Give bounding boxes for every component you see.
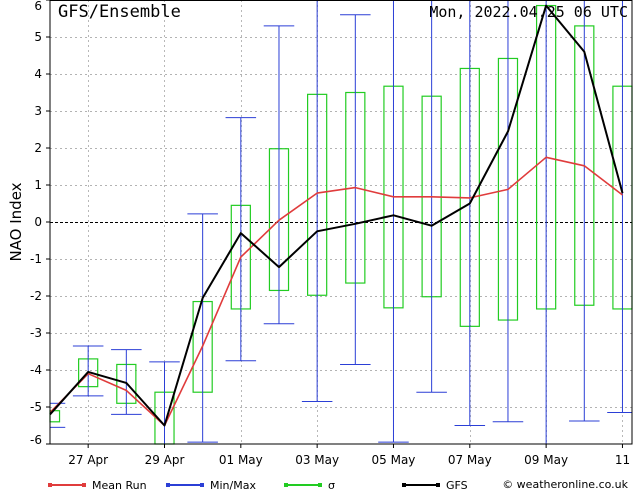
x-tick-label: 29 Apr [145, 453, 185, 467]
credit-text: © weatheronline.co.uk [502, 478, 628, 490]
x-tick-label: 09 May [524, 453, 568, 467]
series-line-gfs [49, 4, 624, 427]
legend-marker-gfs [402, 483, 406, 487]
chart-title: GFS/Ensemble [58, 2, 181, 22]
y-tick-label: 0 [34, 215, 42, 229]
y-tick-label: 5 [34, 30, 42, 44]
x-tick-label: 11 [615, 453, 630, 467]
x-tick-label: 27 Apr [68, 453, 108, 467]
series-line-mean [49, 156, 623, 427]
y-tick-label: -3 [30, 326, 42, 340]
y-tick-label: 2 [34, 141, 42, 155]
x-tick-label: 05 May [372, 453, 416, 467]
legend-marker-sigma [318, 483, 322, 487]
legend: Mean Run Min/Max σ GFS [48, 479, 468, 490]
legend-marker-gfs [436, 483, 440, 487]
y-tick-label: -5 [30, 400, 42, 414]
y-tick-label: 4 [34, 67, 42, 81]
minmax-bar-layer [49, 0, 632, 445]
y-tick-label: 3 [34, 104, 42, 118]
legend-label-gfs: GFS [446, 479, 468, 490]
y-tick-label: 6 [34, 0, 42, 13]
y-tick-label: -2 [30, 289, 42, 303]
run-timestamp: Mon, 2022.04.25 06 UTC [429, 3, 628, 21]
legend-marker-mean [48, 483, 52, 487]
axis-layer: -6 -5 -4 -3 -2 -1 0 1 2 3 4 5 6 27 Apr 29 Apr 01 May 03 … [30, 0, 630, 467]
series-line-layer [49, 4, 624, 427]
x-tick-label: 03 May [295, 453, 339, 467]
y-tick-label: 1 [34, 178, 42, 192]
x-tick-label: 07 May [448, 453, 492, 467]
y-tick-label: -1 [30, 252, 42, 266]
y-tick-label: -6 [30, 433, 42, 447]
legend-marker-sigma [284, 483, 288, 487]
legend-label-mean: Mean Run [92, 479, 147, 490]
legend-marker-minmax [166, 483, 170, 487]
legend-marker-minmax [200, 483, 204, 487]
legend-marker-mean [82, 483, 86, 487]
legend-label-sigma: σ [328, 479, 335, 490]
x-tick-label: 01 May [219, 453, 263, 467]
y-axis-label: NAO Index [7, 182, 25, 261]
y-tick-label: -4 [30, 363, 42, 377]
legend-label-minmax: Min/Max [210, 479, 256, 490]
